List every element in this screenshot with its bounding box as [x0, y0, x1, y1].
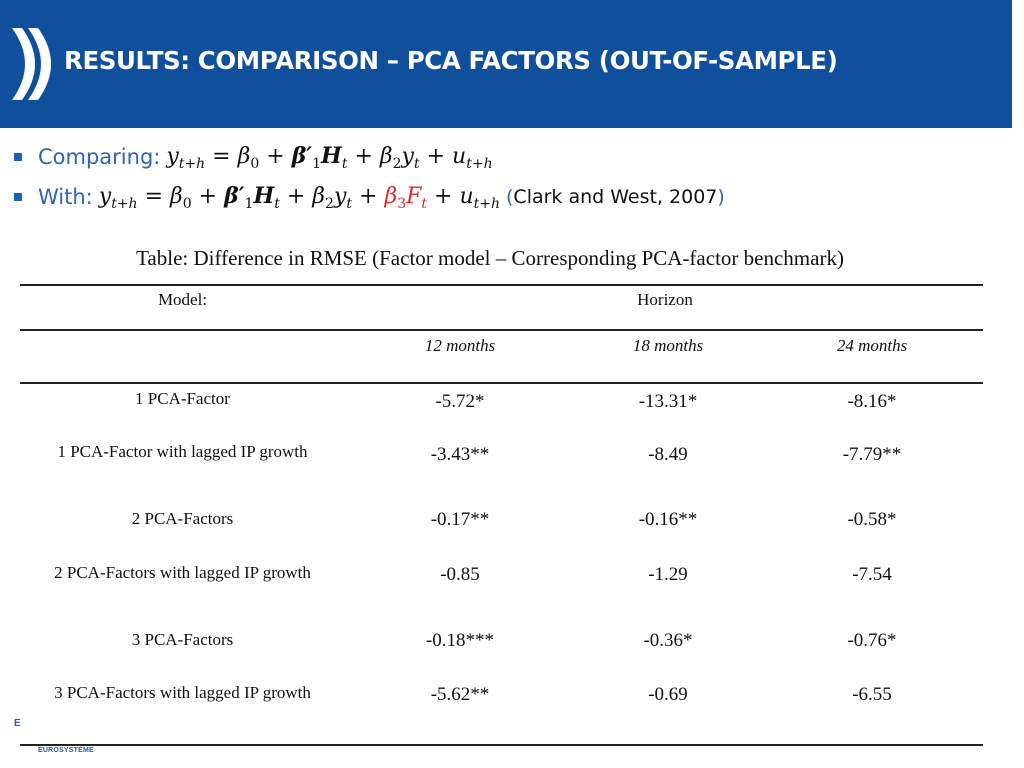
- row-value-18m: -8.49: [648, 444, 688, 465]
- equation-augmented: yt+h = β0 + β′1Ht + β2yt + β3Ft + ut+h: [98, 182, 500, 212]
- title-banner: RESULTS: COMPARISON – PCA FACTORS (OUT-O…: [0, 0, 1012, 128]
- citation: (Clark and West, 2007): [506, 186, 725, 208]
- row-value-12m: -5.62**: [430, 684, 490, 705]
- table-caption: Table: Difference in RMSE (Factor model …: [136, 246, 844, 270]
- row-model-label: 1 PCA-Factor with lagged IP growth: [57, 442, 308, 461]
- row-value-24m: -6.55: [852, 684, 892, 705]
- horizon-12-header: 12 months: [424, 336, 496, 355]
- row-model-label: 1 PCA-Factor: [135, 389, 230, 408]
- equation-baseline: yt+h = β0 + β′1Ht + β2yt + ut+h: [166, 142, 493, 172]
- row-value-24m: -8.16*: [847, 391, 897, 412]
- row-model-label: 2 PCA-Factors with lagged IP growth: [54, 563, 311, 582]
- bullet-with: With: yt+h = β0 + β′1Ht + β2yt + β3Ft + …: [12, 177, 1002, 217]
- row-value-18m: -0.36*: [643, 630, 693, 651]
- row-value-24m: -7.79**: [842, 444, 902, 465]
- table-bottom-rule: [20, 744, 983, 746]
- horizon-header: Horizon: [637, 290, 693, 309]
- row-value-12m: -0.85: [440, 564, 480, 585]
- model-column-header: Model:: [157, 290, 208, 309]
- subheader-rule: [20, 382, 983, 384]
- page-title: RESULTS: COMPARISON – PCA FACTORS (OUT-O…: [64, 46, 838, 75]
- row-value-18m: -0.69: [648, 684, 688, 705]
- row-value-18m: -13.31*: [638, 391, 698, 412]
- footer-eurosystem-label: EUROSYSTÈME: [38, 747, 94, 754]
- bullet-lead-comparing: Comparing:: [38, 145, 161, 169]
- row-value-24m: -0.76*: [847, 630, 897, 651]
- row-model-label: 2 PCA-Factors: [131, 509, 234, 528]
- logo-chevron-icon: [12, 28, 51, 100]
- horizon-18-header: 18 months: [632, 336, 704, 355]
- citation-text: Clark and West, 2007: [513, 186, 718, 208]
- row-value-12m: -3.43**: [430, 444, 490, 465]
- horizon-24-header: 24 months: [836, 336, 908, 355]
- row-value-24m: -0.58*: [847, 509, 897, 530]
- row-value-18m: -0.16**: [638, 509, 698, 530]
- row-value-24m: -7.54: [852, 564, 892, 585]
- row-value-12m: -0.18***: [425, 630, 495, 651]
- row-value-12m: -5.72*: [435, 391, 485, 412]
- bullet-square-icon: [14, 153, 22, 161]
- table-top-rule: [20, 284, 983, 286]
- row-value-18m: -1.29: [648, 564, 688, 585]
- bullet-comparing: Comparing: yt+h = β0 + β′1Ht + β2yt + ut…: [12, 137, 1002, 177]
- header-rule: [20, 329, 983, 331]
- row-model-label: 3 PCA-Factors with lagged IP growth: [54, 683, 311, 702]
- bullet-lead-with: With:: [38, 185, 93, 209]
- row-model-label: 3 PCA-Factors: [131, 630, 234, 649]
- row-value-12m: -0.17**: [430, 509, 490, 530]
- bullet-square-icon: [14, 193, 22, 201]
- footer-logo-mark: E: [14, 718, 21, 729]
- bullet-list: Comparing: yt+h = β0 + β′1Ht + β2yt + ut…: [12, 137, 1002, 217]
